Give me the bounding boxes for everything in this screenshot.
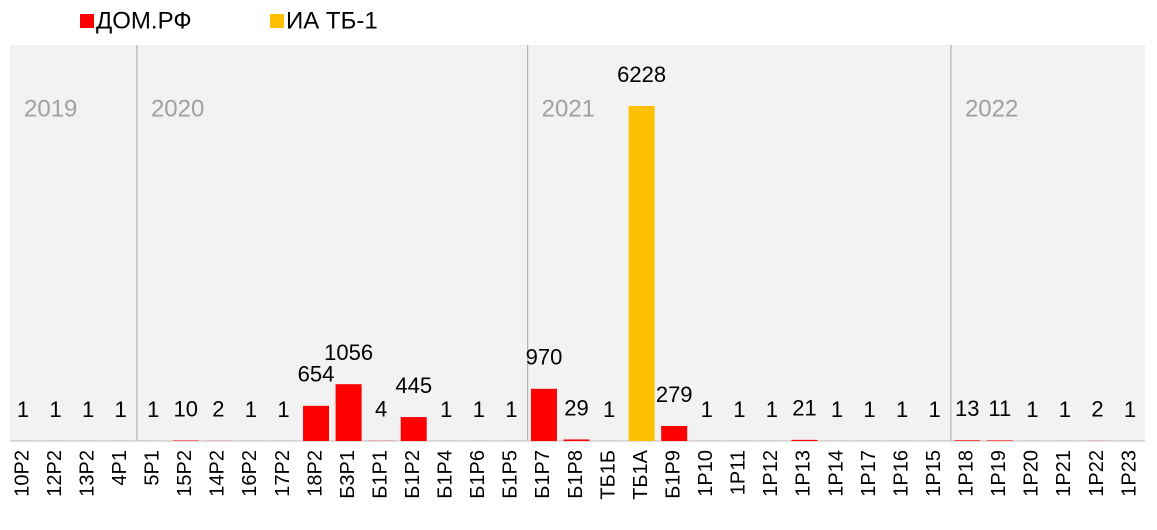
x-tick-label: 12Р2	[44, 450, 66, 497]
bar	[791, 440, 817, 441]
data-label: 10	[174, 396, 198, 421]
data-label: 279	[656, 382, 693, 407]
data-label: 4	[375, 397, 387, 422]
legend-label: ДОМ.РФ	[96, 7, 192, 34]
x-tick-label: Б1Р4	[435, 450, 457, 499]
data-label: 11	[988, 396, 1011, 421]
legend-swatch	[270, 14, 284, 28]
data-label: 1	[245, 397, 257, 422]
year-label: 2019	[24, 95, 77, 122]
data-label: 1	[766, 397, 778, 422]
x-tick-label: ТБ1А	[630, 449, 652, 499]
x-tick-label: 1Р21	[1053, 450, 1075, 497]
data-label: 1	[929, 397, 941, 422]
bar	[661, 426, 687, 441]
data-label: 1	[49, 397, 61, 422]
bar	[987, 440, 1013, 441]
data-label: 1	[1124, 397, 1136, 422]
x-tick-label: 15Р2	[174, 450, 196, 497]
x-tick-label: 16Р2	[239, 450, 261, 497]
data-label: 1	[603, 397, 615, 422]
x-tick-label: 5Р1	[142, 450, 164, 486]
bar	[173, 440, 199, 441]
data-label: 1	[863, 397, 875, 422]
x-tick-label: 1Р19	[988, 450, 1010, 497]
year-label: 2020	[151, 95, 204, 122]
x-tick-label: 10Р2	[11, 450, 33, 497]
year-label: 2022	[965, 95, 1018, 122]
data-label: 1	[440, 397, 452, 422]
data-label: 1	[831, 397, 843, 422]
x-tick-label: 18Р2	[304, 450, 326, 497]
data-label: 654	[298, 362, 335, 387]
data-label: 21	[792, 396, 816, 421]
data-label: 1	[505, 397, 517, 422]
x-tick-label: 1Р20	[1021, 450, 1043, 497]
bar	[564, 439, 590, 441]
data-label: 1056	[324, 340, 373, 365]
bar	[531, 389, 557, 441]
data-label: 1	[115, 397, 127, 422]
x-tick-label: Б1Р5	[500, 450, 522, 499]
x-tick-label: 1Р13	[793, 450, 815, 497]
data-label: 1	[473, 397, 485, 422]
bar	[629, 106, 655, 441]
x-tick-label: 1Р22	[1086, 450, 1108, 497]
data-label: 13	[955, 396, 979, 421]
legend-swatch	[80, 14, 94, 28]
x-tick-label: Б1Р7	[532, 450, 554, 499]
x-tick-label: 4Р1	[109, 450, 131, 486]
data-label: 29	[564, 395, 588, 420]
x-tick-label: 1Р12	[760, 450, 782, 497]
bar	[954, 440, 980, 441]
x-tick-label: ТБ1Б	[597, 450, 619, 500]
x-tick-label: 1Р15	[923, 450, 945, 497]
data-label: 1	[17, 397, 29, 422]
x-tick-label: 13Р2	[76, 450, 98, 497]
bar	[336, 384, 362, 441]
x-tick-label: 1Р14	[825, 450, 847, 497]
x-tick-label: 17Р2	[272, 450, 294, 497]
data-label: 970	[526, 345, 563, 370]
x-tick-label: Б1Р2	[402, 450, 424, 499]
x-tick-label: 1Р18	[956, 450, 978, 497]
data-label: 1	[733, 397, 745, 422]
x-tick-label: 1Р16	[890, 450, 912, 497]
legend-label: ИА ТБ-1	[286, 7, 378, 34]
x-tick-label: Б1Р6	[467, 450, 489, 499]
x-tick-label: Б1Р9	[662, 450, 684, 499]
x-tick-label: Б1Р1	[369, 450, 391, 499]
bar	[401, 417, 427, 441]
data-label: 1	[147, 397, 159, 422]
year-label: 2021	[542, 95, 595, 122]
data-label: 1	[82, 397, 94, 422]
data-label: 1	[701, 397, 713, 422]
x-tick-label: 1Р10	[695, 450, 717, 497]
data-label: 1	[1026, 397, 1038, 422]
x-tick-label: Б1Р8	[565, 450, 587, 499]
data-label: 1	[1059, 397, 1071, 422]
x-tick-label: Б3Р1	[337, 450, 359, 499]
bar	[303, 406, 329, 441]
x-tick-label: 1Р11	[728, 450, 750, 495]
data-label: 1	[277, 397, 289, 422]
data-label: 2	[1091, 397, 1103, 422]
x-tick-label: 1Р17	[858, 450, 880, 497]
data-label: 6228	[617, 62, 666, 87]
x-tick-label: 14Р2	[207, 450, 229, 497]
x-tick-label: 1Р23	[1118, 450, 1140, 497]
data-label: 445	[395, 373, 432, 398]
data-label: 1	[896, 397, 908, 422]
data-label: 2	[212, 397, 224, 422]
